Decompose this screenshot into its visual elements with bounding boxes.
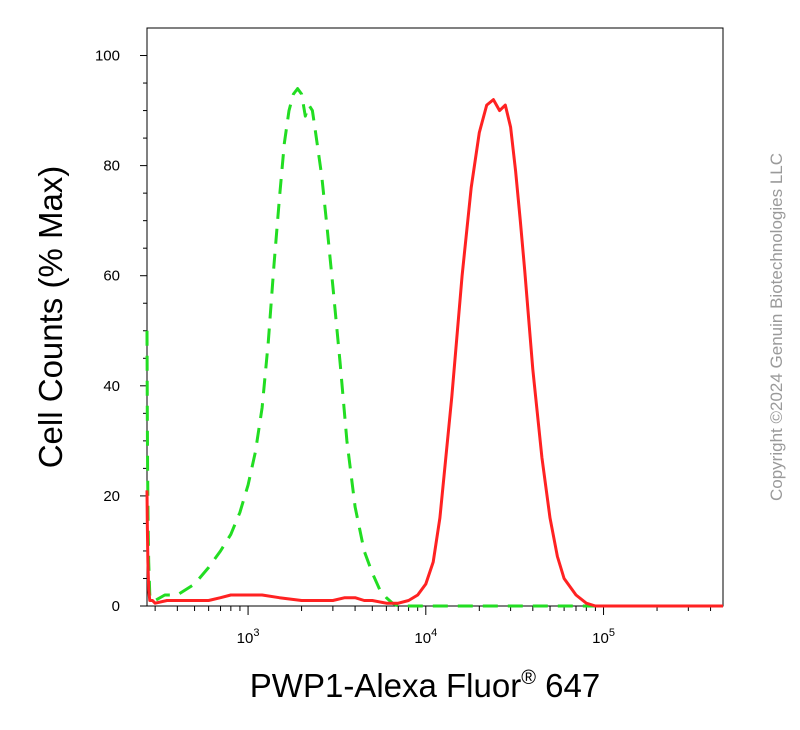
y-tick-label: 100: [95, 48, 120, 65]
y-tick-label: 80: [103, 158, 120, 175]
y-axis: 0 20 40 60 80 100: [95, 48, 147, 615]
x-axis-title: PWP1-Alexa Fluor® 647: [250, 667, 600, 704]
x-tick-label: 104: [414, 627, 437, 647]
series-group: [145, 87, 723, 608]
y-axis-title: Cell Counts (% Max): [32, 166, 69, 469]
x-axis: 103 104 105: [154, 606, 712, 647]
x-axis-title-superscript: ®: [521, 667, 536, 689]
x-tick-label: 105: [592, 627, 615, 647]
series-line-solid-red: [145, 98, 723, 608]
x-tick-label: 103: [237, 627, 260, 647]
series-line-dashed-green: [145, 87, 723, 608]
copyright-watermark: Copyright ©2024 Genuin Biotechnologies L…: [767, 153, 786, 501]
y-tick-label: 20: [103, 488, 120, 505]
y-tick-label: 0: [112, 598, 120, 615]
x-axis-title-main: PWP1-Alexa Fluor: [250, 667, 521, 704]
y-tick-label: 40: [103, 378, 120, 395]
y-tick-label: 60: [103, 268, 120, 285]
x-axis-title-suffix: 647: [536, 667, 600, 704]
plot-frame: [146, 27, 724, 607]
